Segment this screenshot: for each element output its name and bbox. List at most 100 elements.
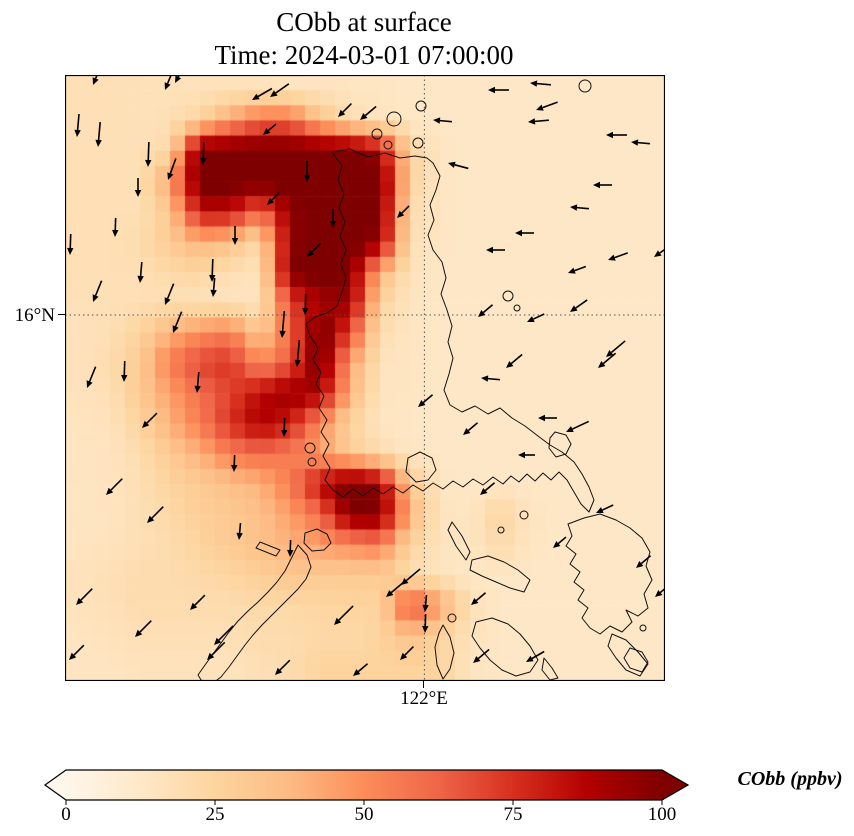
wind-arrow-head xyxy=(506,361,514,368)
island xyxy=(304,442,316,454)
wind-arrow-head xyxy=(606,131,613,139)
colorbar-ticks xyxy=(65,800,663,805)
wind-arrow-head xyxy=(478,310,486,317)
wind-arrow-head xyxy=(112,229,119,237)
figure-subtitle: Time: 2024-03-01 07:00:00 xyxy=(214,40,514,70)
wind-arrow-head xyxy=(433,117,441,124)
wind-arrow-head xyxy=(473,656,481,663)
wind-arrow-head xyxy=(593,181,600,189)
wind-arrow-head xyxy=(92,77,99,85)
wind-arrow-head xyxy=(515,229,522,237)
wind-arrow xyxy=(510,353,523,365)
island xyxy=(307,457,317,467)
colorbar-label: CObb (ppbv) xyxy=(737,768,843,790)
wind-arrow-head xyxy=(137,275,144,283)
wind-arrow-head xyxy=(598,361,606,368)
wind-arrow xyxy=(194,594,206,606)
wind-arrow-head xyxy=(353,669,361,676)
wind-arrow xyxy=(610,340,626,354)
colorbar-tick-label: 100 xyxy=(647,804,677,825)
wind-arrow xyxy=(196,372,200,387)
wind-arrow-head xyxy=(302,307,309,315)
wind-arrow xyxy=(357,663,369,673)
x-tick-mark xyxy=(423,681,424,688)
wind-arrow-head xyxy=(74,129,81,137)
y-tick-label: 16°N xyxy=(14,305,55,326)
wind-arrow-head xyxy=(566,426,574,432)
wind-arrow xyxy=(482,304,494,314)
wind-arrow xyxy=(536,82,551,86)
wind-arrow xyxy=(454,164,469,170)
wind-arrow-head xyxy=(69,652,77,660)
wind-arrow-head xyxy=(530,80,538,87)
wind-arrow-head xyxy=(360,113,368,120)
wind-arrow xyxy=(640,555,652,565)
wind-arrow-head xyxy=(400,652,408,660)
wind-arrow-head xyxy=(287,549,294,557)
wind-arrow xyxy=(477,648,490,660)
wind-arrow-head xyxy=(596,507,604,513)
wind-arrow-head xyxy=(236,532,243,540)
wind-arrow xyxy=(275,83,290,94)
wind-arrow-head xyxy=(655,590,663,597)
wind-arrow xyxy=(338,605,354,621)
coastline xyxy=(623,647,649,673)
wind-arrow xyxy=(542,101,558,109)
wind-arrow xyxy=(238,522,242,534)
wind-arrow-head xyxy=(275,667,283,675)
wind-arrow-head xyxy=(67,247,74,255)
wind-arrow xyxy=(166,75,172,84)
y-tick-mark xyxy=(58,314,65,315)
wind-arrow-head xyxy=(631,139,639,146)
wind-arrow xyxy=(487,377,500,381)
wind-arrow-head xyxy=(570,305,578,312)
wind-arrow xyxy=(557,536,567,545)
wind-arrow-head xyxy=(145,159,152,167)
colorbar xyxy=(43,769,690,805)
wind-arrow-head xyxy=(518,451,525,459)
wind-arrow xyxy=(169,158,177,174)
wind-arrow-head xyxy=(386,590,394,597)
coastline xyxy=(565,513,653,635)
wind-arrow xyxy=(602,352,617,365)
wind-arrow-head xyxy=(334,617,342,625)
wind-arrow xyxy=(602,504,614,511)
wind-arrow xyxy=(467,422,479,432)
wind-arrow xyxy=(271,192,280,201)
coastline xyxy=(197,544,312,681)
map-overlay xyxy=(65,75,665,681)
wind-arrow-head xyxy=(463,428,471,435)
wind-arrow xyxy=(257,87,273,98)
wind-arrow-head xyxy=(95,139,102,147)
coastline xyxy=(305,148,595,513)
wind-arrow-head xyxy=(329,221,337,228)
wind-arrow-head xyxy=(267,197,275,205)
wind-arrow-head xyxy=(338,109,346,117)
wind-arrow xyxy=(424,594,428,606)
island xyxy=(578,79,592,93)
wind-arrow xyxy=(267,123,277,132)
island xyxy=(415,100,427,112)
wind-arrow-head xyxy=(636,561,644,568)
wind-arrow xyxy=(218,625,234,641)
colorbar-tick-label: 25 xyxy=(205,804,225,825)
island xyxy=(412,137,424,149)
wind-arrow xyxy=(659,248,665,254)
wind-arrow-head xyxy=(200,157,207,165)
wind-arrow xyxy=(311,242,322,253)
wind-arrow xyxy=(342,102,353,113)
wind-arrow-head xyxy=(480,488,488,495)
map-plot xyxy=(65,75,665,681)
x-tick-label: 122°E xyxy=(400,688,448,709)
island xyxy=(383,140,393,150)
wind-arrow-head xyxy=(252,93,260,100)
wind-arrow-head xyxy=(167,172,174,180)
wind-arrow xyxy=(534,119,549,123)
wind-arrow-head xyxy=(175,75,182,83)
wind-arrow xyxy=(174,311,183,327)
wind-arrow xyxy=(94,280,103,296)
wind-arrow-head xyxy=(527,316,535,322)
coastline xyxy=(541,657,559,681)
wind-arrow xyxy=(211,641,226,656)
wind-arrow-head xyxy=(568,267,576,274)
